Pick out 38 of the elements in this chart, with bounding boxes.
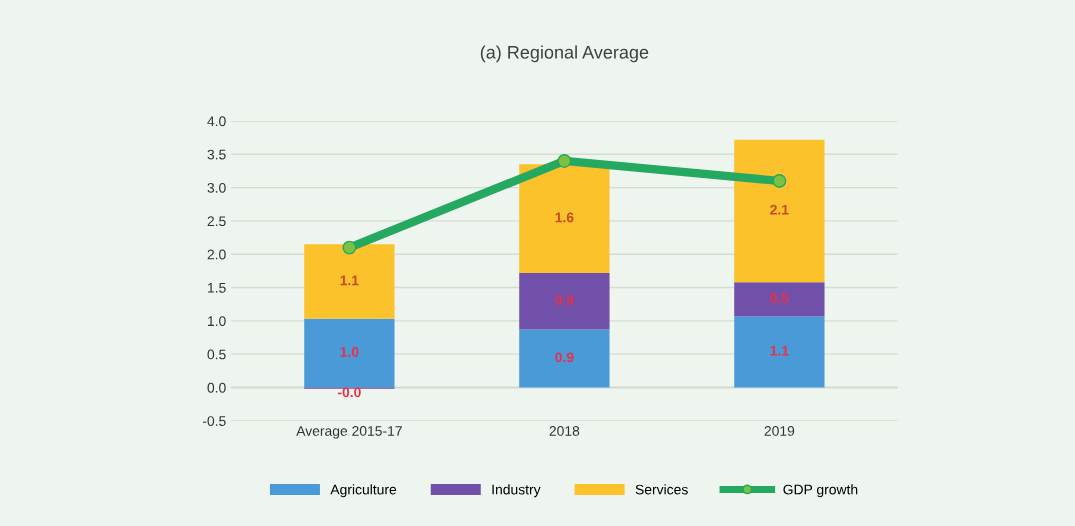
data-label: 1.0 bbox=[340, 347, 359, 357]
point bbox=[557, 154, 572, 168]
bar bbox=[734, 316, 825, 388]
legend-label: Agriculture bbox=[330, 484, 397, 498]
x-tick-label: 2018 bbox=[549, 426, 580, 436]
legend-label: GDP growth bbox=[783, 484, 858, 498]
data-label: 1.1 bbox=[770, 345, 789, 356]
data-label: 1.1 bbox=[340, 275, 359, 286]
x-tick-label: Average 2015-17 bbox=[296, 426, 402, 439]
y-tick-label: 3.5 bbox=[207, 149, 226, 160]
data-label: 1.6 bbox=[555, 212, 574, 223]
y-tick-label: -0.5 bbox=[202, 416, 226, 426]
y-tick-label: 4.0 bbox=[207, 116, 226, 127]
legend-label: Services bbox=[635, 484, 688, 495]
y-tick-label: 0.0 bbox=[207, 382, 226, 393]
chart-title: (a) Regional Average bbox=[480, 45, 649, 63]
y-tick-label: 0.5 bbox=[207, 349, 226, 360]
y-tick-label: 3.0 bbox=[207, 182, 226, 193]
y-tick-label: 1.0 bbox=[208, 316, 226, 327]
data-label: 0.5 bbox=[770, 293, 789, 303]
point bbox=[772, 173, 787, 188]
data-label: 0.9 bbox=[555, 352, 574, 363]
bar bbox=[304, 244, 395, 319]
y-tick-label: 2.5 bbox=[207, 216, 226, 227]
bar bbox=[304, 318, 395, 388]
bar bbox=[519, 272, 610, 330]
y-tick-label: 1.5 bbox=[208, 283, 226, 293]
legend-label: Industry bbox=[492, 484, 541, 498]
point bbox=[342, 240, 357, 255]
bar bbox=[734, 282, 825, 317]
bar bbox=[519, 164, 610, 273]
bar bbox=[734, 139, 825, 283]
bar bbox=[519, 329, 610, 388]
data-label: 0.9 bbox=[555, 295, 574, 305]
x-tick-label: 2019 bbox=[764, 426, 795, 436]
data-label: 2.1 bbox=[770, 204, 789, 215]
data-label: -0.0 bbox=[337, 387, 361, 398]
y-tick-label: 2.0 bbox=[207, 249, 226, 260]
